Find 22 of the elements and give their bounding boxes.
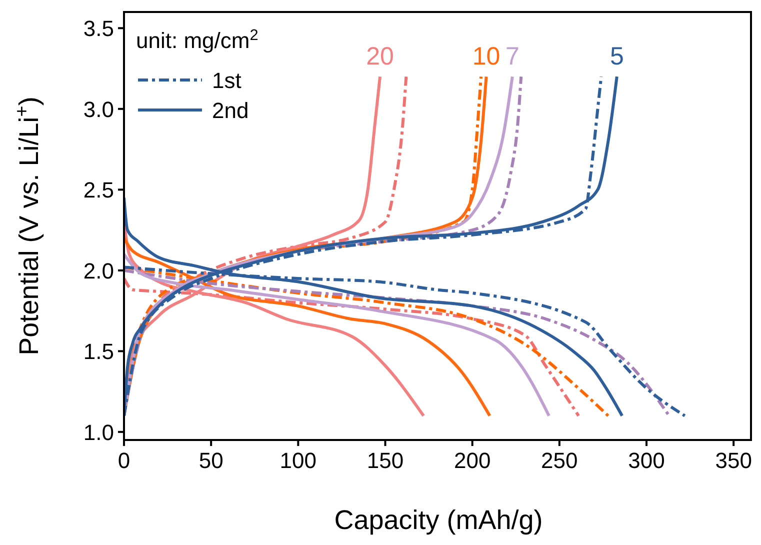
annotation: 10 <box>472 42 500 71</box>
x-tick-label: 300 <box>628 448 665 473</box>
x-tick-label: 100 <box>280 448 317 473</box>
y-tick-label: 2.5 <box>83 178 114 203</box>
y-tick-label: 3.0 <box>83 96 114 122</box>
legend-label: 2nd <box>212 98 249 123</box>
x-tick-label: 250 <box>541 448 578 473</box>
annotation: 5 <box>610 42 624 71</box>
x-tick-label: 200 <box>454 448 491 473</box>
x-tick-label: 0 <box>118 448 130 473</box>
y-tick-label: 1.0 <box>83 420 114 445</box>
x-tick-label: 50 <box>198 448 224 473</box>
y-tick-label: 2.0 <box>83 258 114 284</box>
x-tick-label: 350 <box>715 448 752 473</box>
legend-label: 1st <box>212 68 242 93</box>
x-axis-title: Capacity (mAh/g) <box>334 505 543 535</box>
y-tick-label: 3.5 <box>83 16 114 42</box>
annotation: 7 <box>505 42 520 71</box>
legend-title: unit: mg/cm$^{2}$ <box>136 26 258 53</box>
annotation: 20 <box>366 42 394 71</box>
x-tick-label: 150 <box>366 448 404 473</box>
y-tick-label: 1.5 <box>83 339 114 364</box>
